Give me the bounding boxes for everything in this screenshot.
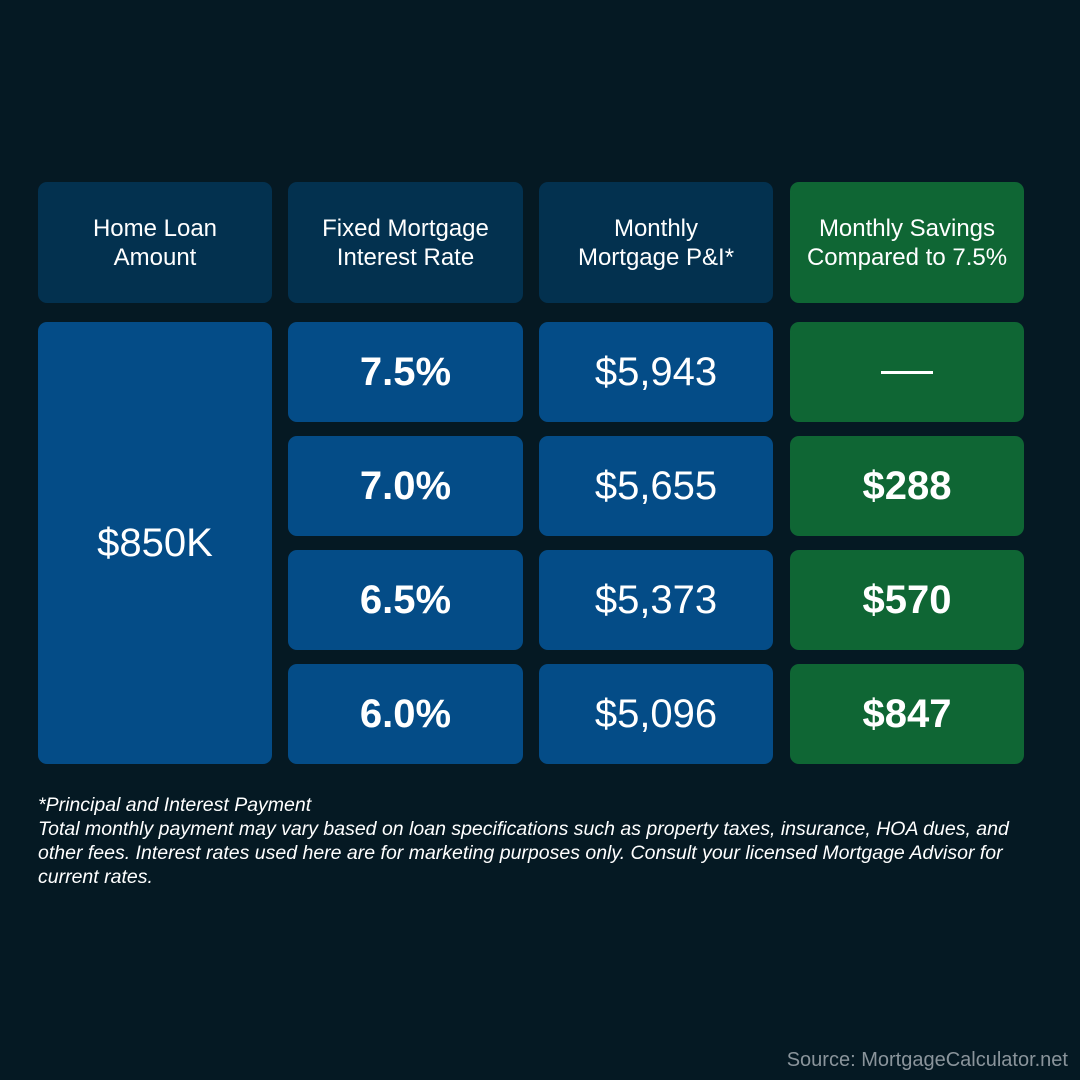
- savings-cell: [790, 322, 1024, 422]
- rate-cell: 7.5%: [288, 322, 523, 422]
- payment-cell: $5,655: [539, 436, 773, 536]
- source-credit: Source: MortgageCalculator.net: [786, 1049, 1068, 1071]
- header-monthly-savings-line2: Compared to 7.5%: [806, 243, 1008, 271]
- header-loan-amount-line2: Amount: [113, 243, 197, 271]
- header-interest-rate-line2: Interest Rate: [336, 243, 475, 271]
- header-monthly-payment-line2: Mortgage P&I*: [577, 243, 735, 271]
- header-monthly-savings-line1: Monthly Savings: [818, 214, 996, 242]
- savings-cell: $288: [790, 436, 1024, 536]
- savings-cell: $570: [790, 550, 1024, 650]
- footnote-asterisk-note: *Principal and Interest Payment: [38, 794, 312, 816]
- header-monthly-payment: Monthly Mortgage P&I*: [539, 182, 773, 303]
- header-loan-amount: Home Loan Amount: [38, 182, 272, 303]
- header-loan-amount-line1: Home Loan: [92, 214, 218, 242]
- header-monthly-savings: Monthly Savings Compared to 7.5%: [790, 182, 1024, 303]
- header-interest-rate-line1: Fixed Mortgage: [322, 214, 489, 242]
- header-interest-rate: Fixed Mortgage Interest Rate: [288, 182, 523, 303]
- rate-cell: 7.0%: [288, 436, 523, 536]
- savings-cell: $847: [790, 664, 1024, 764]
- header-monthly-payment-line1: Monthly: [613, 214, 699, 242]
- rate-cell: 6.5%: [288, 550, 523, 650]
- rate-cell: 6.0%: [288, 664, 523, 764]
- loan-amount-cell: $850K: [38, 322, 272, 764]
- payment-cell: $5,373: [539, 550, 773, 650]
- footnote: *Principal and Interest Payment Total mo…: [38, 793, 1038, 889]
- payment-cell: $5,943: [539, 322, 773, 422]
- no-savings-dash: [881, 370, 933, 374]
- footnote-disclaimer: Total monthly payment may vary based on …: [38, 818, 1009, 888]
- payment-cell: $5,096: [539, 664, 773, 764]
